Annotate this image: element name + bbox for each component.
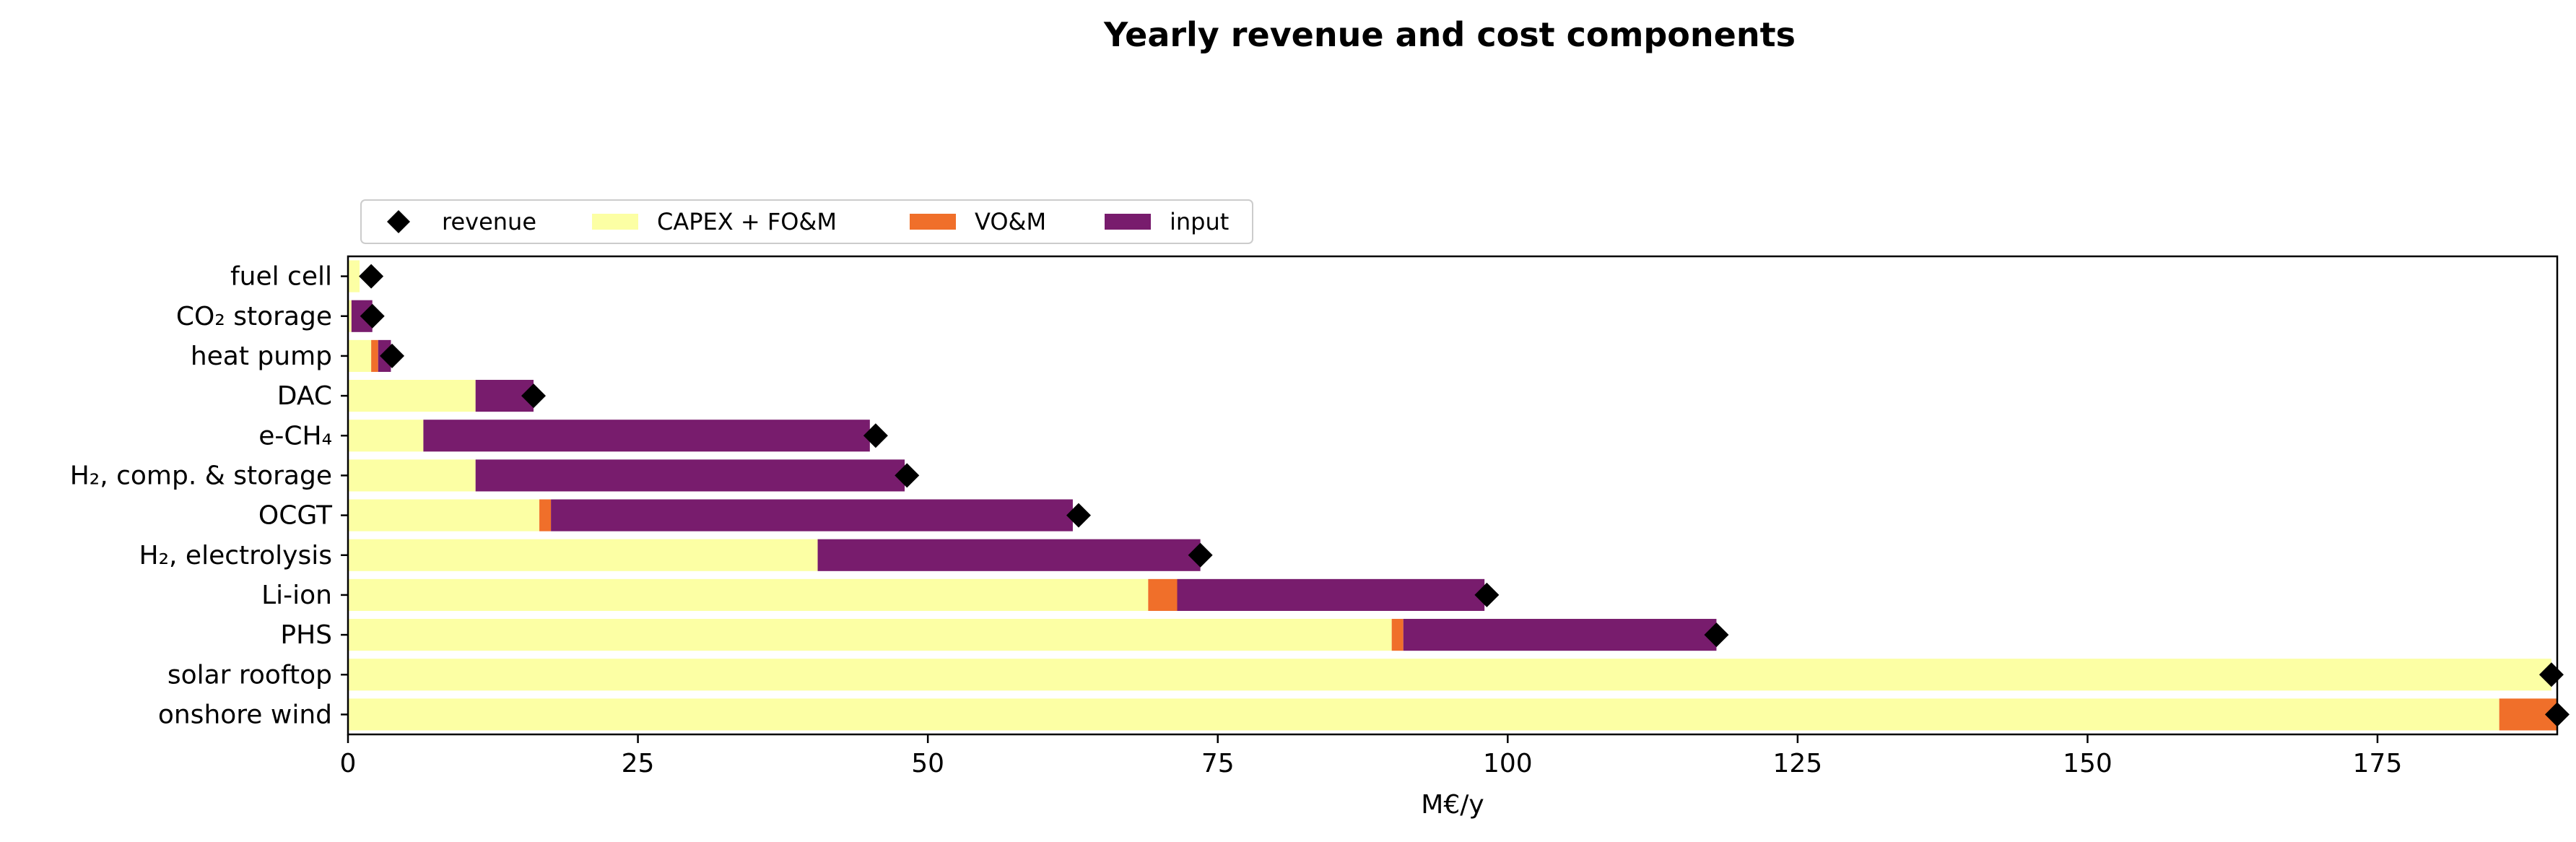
x-axis: 0 25 50 75 100 125 150 175 — [340, 734, 2403, 778]
legend-label: input — [1170, 208, 1229, 235]
revenue-marker-0 — [359, 264, 384, 289]
bar-capex-fo-m-5 — [348, 459, 476, 492]
legend-label: VO&M — [975, 208, 1046, 235]
revenue-marker-8 — [1474, 582, 1500, 607]
x-tick-label: 50 — [911, 749, 944, 778]
y-axis: fuel cell CO₂ storage heat pump DAC e-CH₄ H₂,… — [70, 262, 348, 729]
y-tick-label: e-CH₄ — [258, 421, 332, 451]
x-tick-label: 0 — [340, 749, 357, 778]
x-tick-label: 100 — [1483, 749, 1533, 778]
bar-capex-fo-m-4 — [348, 420, 424, 452]
bar-input-9 — [1403, 619, 1717, 651]
y-tick-label: Li-ion — [261, 581, 332, 610]
bar-vo-m-8 — [1148, 578, 1178, 611]
revenue-marker-5 — [895, 463, 920, 488]
y-tick-label: onshore wind — [158, 700, 332, 729]
bar-capex-fo-m-6 — [348, 499, 540, 531]
y-tick-label: solar rooftop — [167, 660, 332, 690]
bar-vo-m-6 — [539, 499, 552, 531]
legend-swatch-2 — [910, 214, 956, 230]
bar-capex-fo-m-11 — [348, 698, 2499, 731]
y-tick-label: DAC — [277, 381, 332, 411]
legend-swatch-3 — [1105, 214, 1151, 230]
y-tick-label: H₂, comp. & storage — [70, 461, 332, 490]
revenue-marker-7 — [1188, 542, 1213, 568]
revenue-marker-1 — [360, 303, 385, 329]
bar-input-8 — [1177, 578, 1485, 611]
revenue-marker-2 — [380, 343, 405, 368]
legend-label: CAPEX + FO&M — [657, 208, 837, 235]
revenue-marker-3 — [521, 383, 547, 409]
y-tick-label: heat pump — [191, 342, 332, 371]
bar-input-6 — [551, 499, 1073, 531]
bar-input-5 — [475, 459, 905, 492]
y-tick-label: H₂, electrolysis — [139, 541, 332, 570]
x-axis-label: M€/y — [1421, 790, 1484, 820]
chart-title: Yearly revenue and cost components — [1103, 15, 1796, 54]
bar-capex-fo-m-9 — [348, 619, 1392, 651]
x-tick-label: 75 — [1201, 749, 1235, 778]
legend-frame — [360, 199, 1253, 244]
y-tick-label: OCGT — [258, 501, 333, 531]
bar-input-4 — [423, 420, 870, 452]
bar-capex-fo-m-10 — [348, 659, 2551, 691]
legend-swatch-1 — [592, 214, 638, 230]
legend: revenue CAPEX + FO&M VO&M input — [360, 199, 1253, 244]
bar-capex-fo-m-2 — [348, 339, 372, 372]
x-tick-label: 125 — [1773, 749, 1823, 778]
revenue-markers — [359, 264, 2570, 727]
revenue-marker-6 — [1066, 503, 1091, 528]
bar-capex-fo-m-7 — [348, 539, 818, 571]
plot-frame — [347, 255, 2559, 736]
x-tick-label: 150 — [2063, 749, 2112, 778]
revenue-marker-9 — [1704, 622, 1729, 648]
legend-revenue-marker — [387, 210, 410, 233]
bar-vo-m-2 — [371, 339, 378, 372]
bars-layer — [348, 260, 2557, 731]
y-tick-label: CO₂ storage — [176, 302, 332, 331]
bar-capex-fo-m-1 — [348, 300, 352, 332]
legend-label: revenue — [442, 208, 536, 235]
x-tick-label: 25 — [622, 749, 655, 778]
bar-capex-fo-m-8 — [348, 578, 1149, 611]
x-tick-label: 175 — [2353, 749, 2403, 778]
bar-capex-fo-m-0 — [348, 260, 360, 292]
revenue-marker-4 — [863, 423, 888, 448]
y-tick-label: fuel cell — [230, 262, 332, 292]
y-tick-label: PHS — [280, 620, 332, 650]
bar-vo-m-9 — [1391, 619, 1404, 651]
bar-capex-fo-m-3 — [348, 380, 476, 412]
bar-input-7 — [817, 539, 1201, 571]
